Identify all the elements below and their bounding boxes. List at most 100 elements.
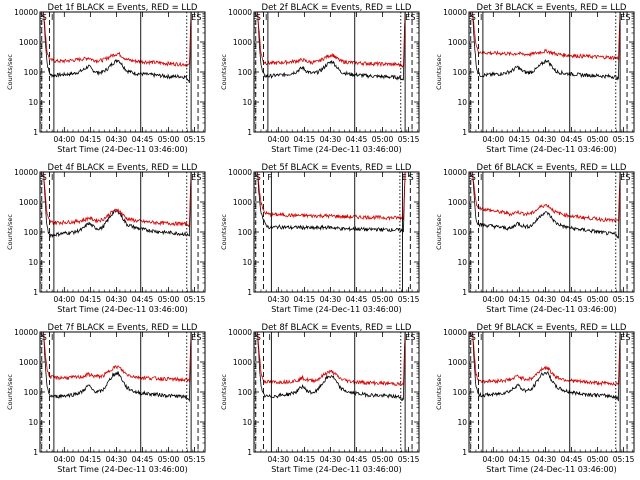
x-tick-label: 04:15 xyxy=(509,135,531,144)
x-tick-label: 05:00 xyxy=(587,135,609,144)
y-axis-label: Counts/sec xyxy=(220,214,228,250)
marker-label-2: F xyxy=(267,173,272,182)
x-tick-label: 04:45 xyxy=(346,295,368,304)
marker-label-4: S xyxy=(625,333,630,342)
marker-label-3: E xyxy=(191,173,196,182)
y-tick-label: 100 xyxy=(453,68,468,77)
marker-label-4: S xyxy=(196,173,201,182)
x-axis-label: Start Time (24-Dec-11 03:46:00) xyxy=(486,145,617,154)
marker-label-1: S xyxy=(256,13,261,22)
series-line-lld xyxy=(43,12,200,68)
marker-label-2: I xyxy=(51,173,53,182)
x-tick-label: 04:00 xyxy=(483,135,505,144)
x-tick-label: 04:15 xyxy=(294,135,316,144)
series-line-events xyxy=(257,12,414,81)
marker-label-1: S xyxy=(256,173,261,182)
y-tick-label: 1000 xyxy=(233,38,252,47)
y-tick-label: 10 xyxy=(457,418,467,427)
marker-label-4: S xyxy=(196,13,201,22)
y-axis-label: Counts/sec xyxy=(435,374,443,410)
y-axis-label: Counts/sec xyxy=(6,54,14,90)
y-tick-label: 100 xyxy=(453,228,468,237)
x-tick-label: 05:15 xyxy=(613,455,635,464)
y-tick-label: 10 xyxy=(457,258,467,267)
y-tick-label: 10 xyxy=(28,98,38,107)
plot-frame xyxy=(39,171,206,293)
marker-label-2: I xyxy=(51,333,53,342)
marker-label-4: S xyxy=(410,13,415,22)
chart-title: Det 1f BLACK = Events, RED = LLD xyxy=(48,3,198,13)
y-tick-label: 1 xyxy=(33,128,38,137)
y-tick-label: 100 xyxy=(238,68,253,77)
y-tick-label: 1000 xyxy=(233,198,252,207)
series-line-events xyxy=(472,172,629,239)
x-tick-label: 05:00 xyxy=(587,455,609,464)
series-line-events xyxy=(43,12,200,84)
y-tick-label: 100 xyxy=(24,228,39,237)
y-tick-label: 100 xyxy=(238,228,253,237)
x-tick-label: 05:00 xyxy=(587,295,609,304)
x-tick-label: 04:30 xyxy=(106,135,128,144)
marker-label-1: S xyxy=(471,13,476,22)
chart-title: Det 6f BLACK = Events, RED = LLD xyxy=(477,163,627,173)
series-line-events xyxy=(472,332,629,402)
marker-label-2: I xyxy=(268,333,270,342)
marker-label-4: S xyxy=(625,173,630,182)
y-tick-label: 10000 xyxy=(228,168,252,177)
x-axis-label: Start Time (24-Dec-11 03:46:00) xyxy=(486,465,617,474)
marker-label-2: I xyxy=(51,13,53,22)
marker-label-2: I xyxy=(480,333,482,342)
x-axis-label: Start Time (24-Dec-11 03:46:00) xyxy=(57,305,188,314)
y-tick-label: 1 xyxy=(462,128,467,137)
x-tick-label: 05:15 xyxy=(398,295,420,304)
y-tick-label: 1000 xyxy=(19,198,38,207)
y-tick-label: 10 xyxy=(242,418,252,427)
x-tick-label: 05:00 xyxy=(158,295,180,304)
x-tick-label: 04:45 xyxy=(132,295,154,304)
x-tick-label: 04:00 xyxy=(54,295,76,304)
series-line-events xyxy=(257,332,414,401)
marker-label-3: E xyxy=(620,173,625,182)
x-tick-label: 04:00 xyxy=(268,135,290,144)
x-tick-label: 04:30 xyxy=(106,455,128,464)
x-tick-label: 05:00 xyxy=(372,455,394,464)
y-tick-label: 1 xyxy=(247,288,252,297)
plot-frame xyxy=(39,11,206,133)
y-axis-label: Counts/sec xyxy=(220,374,228,410)
marker-label-1: S xyxy=(256,333,261,342)
chart-title: Det 5f BLACK = Events, RED = LLD xyxy=(262,163,412,173)
series-line-events xyxy=(43,172,200,239)
marker-label-3: E xyxy=(620,13,625,22)
series-line-events xyxy=(257,172,414,233)
x-tick-label: 04:00 xyxy=(483,295,505,304)
x-tick-label: 05:15 xyxy=(398,135,420,144)
y-tick-label: 10000 xyxy=(14,168,38,177)
x-tick-label: 05:15 xyxy=(184,135,206,144)
y-tick-label: 1 xyxy=(462,448,467,457)
y-tick-label: 10000 xyxy=(14,328,38,337)
y-tick-label: 10 xyxy=(457,98,467,107)
x-tick-label: 04:45 xyxy=(561,455,583,464)
y-tick-label: 10 xyxy=(28,258,38,267)
y-axis-label: Counts/sec xyxy=(435,214,443,250)
series-line-lld xyxy=(472,172,629,224)
x-tick-label: 04:30 xyxy=(535,295,557,304)
chart-title: Det 8f BLACK = Events, RED = LLD xyxy=(262,323,412,333)
series-line-lld xyxy=(43,332,200,383)
y-tick-label: 1 xyxy=(462,288,467,297)
marker-label-1: S xyxy=(471,333,476,342)
x-tick-label: 04:30 xyxy=(535,135,557,144)
marker-label-4: S xyxy=(196,333,201,342)
y-tick-label: 1 xyxy=(247,448,252,457)
series-line-lld xyxy=(472,12,629,61)
y-axis-label: Counts/sec xyxy=(220,54,228,90)
y-tick-label: 1000 xyxy=(19,358,38,367)
marker-label-3: E xyxy=(405,333,410,342)
plot-frame xyxy=(253,11,420,133)
plot-frame xyxy=(468,331,635,453)
y-axis-label: Counts/sec xyxy=(435,54,443,90)
